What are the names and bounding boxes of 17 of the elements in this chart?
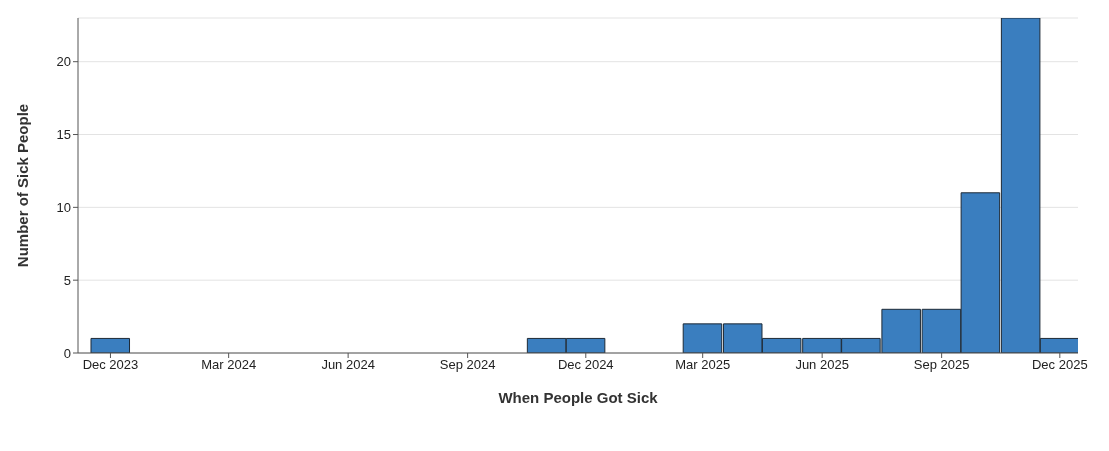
- bar: [90, 337, 131, 353]
- x-tick-label: Dec 2024: [557, 357, 614, 373]
- x-tick-label: Sep 2025: [913, 357, 970, 373]
- y-tick-label: 5: [63, 272, 71, 288]
- y-tick-label: 15: [56, 127, 71, 143]
- x-tick-label: Dec 2023: [82, 357, 139, 373]
- y-axis-title: Number of Sick People: [14, 103, 32, 268]
- y-tick-label: 0: [63, 345, 71, 361]
- y-tick-label: 10: [56, 199, 71, 215]
- x-axis-title: When People Got Sick: [498, 389, 659, 406]
- y-tick-label: 20: [56, 54, 71, 70]
- x-tick-label: Jun 2025: [795, 357, 849, 373]
- x-tick-label: Jun 2024: [321, 357, 375, 373]
- x-tick-label: Mar 2024: [201, 357, 257, 373]
- x-tick-label: Sep 2024: [439, 357, 496, 373]
- x-tick-label: Dec 2025: [1031, 357, 1088, 373]
- x-tick-label: Mar 2025: [675, 357, 731, 373]
